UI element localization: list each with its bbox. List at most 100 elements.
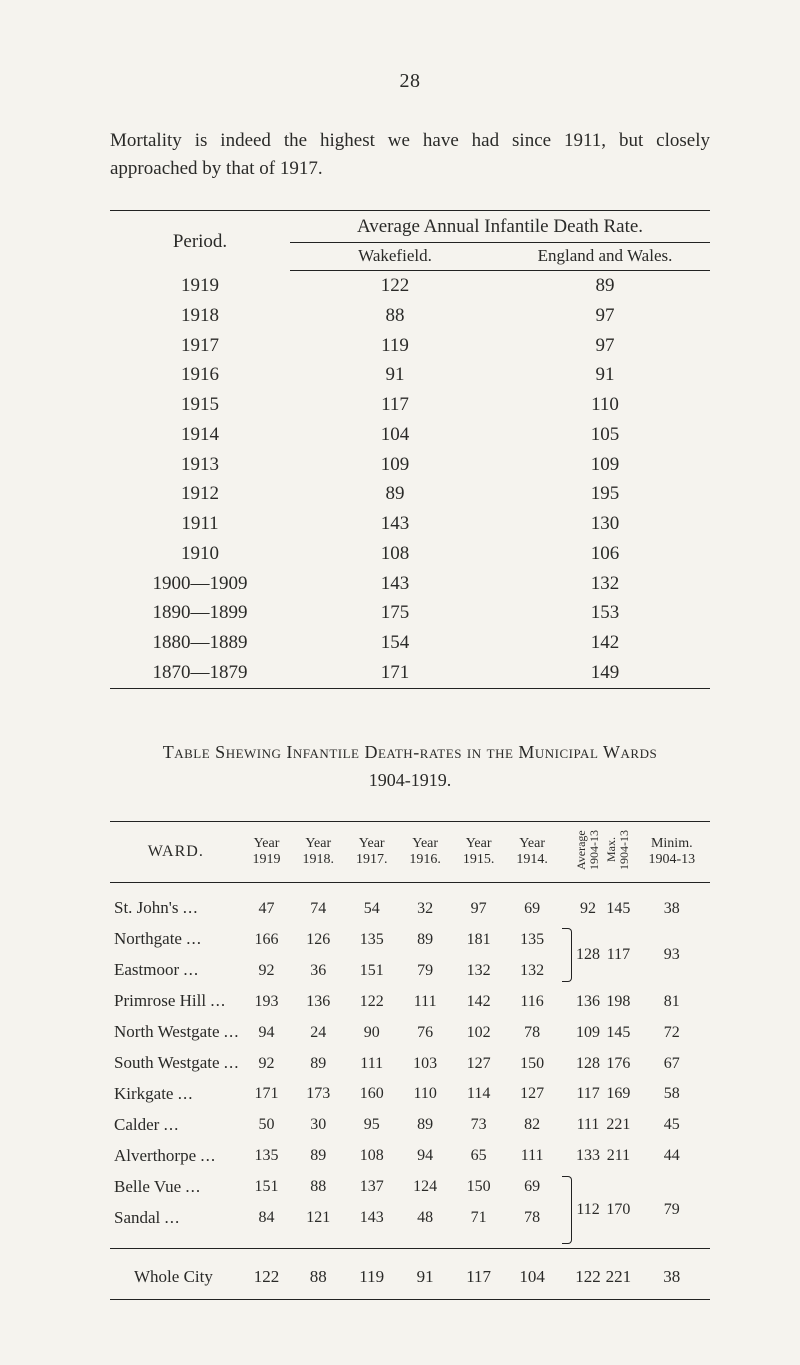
cell: 137	[345, 1172, 398, 1203]
cell-wakefield: 89	[290, 479, 500, 509]
cell: 89	[398, 1110, 451, 1141]
cell-wakefield: 154	[290, 628, 500, 658]
cell-ward: Kirkgate ...	[110, 1079, 242, 1110]
cell-wakefield: 117	[290, 390, 500, 420]
cell-period: 1918	[110, 301, 290, 331]
table-row: 191289195	[110, 479, 710, 509]
cell: 111	[345, 1048, 398, 1079]
cell-ward: Belle Vue ...	[110, 1172, 242, 1203]
table-row: 1913109109	[110, 450, 710, 480]
cell: 92	[242, 955, 292, 986]
cell: 166	[242, 924, 292, 955]
cell-england: 132	[500, 569, 710, 599]
table-row: 191912289	[110, 271, 710, 301]
cell-ward: St. John's ...	[110, 883, 242, 924]
cell-england: 142	[500, 628, 710, 658]
cell: 124	[398, 1172, 451, 1203]
spacer	[559, 1141, 573, 1172]
cell: 65	[452, 1141, 505, 1172]
brace	[559, 1172, 573, 1248]
table2-caption: Table Shewing Infantile Death-rates in t…	[110, 738, 710, 796]
table-row: North Westgate ...942490761027810914572	[110, 1017, 710, 1048]
table-row: 1870—1879171149	[110, 658, 710, 688]
cell: 104	[505, 1248, 558, 1299]
cell: 76	[398, 1017, 451, 1048]
cell: 193	[242, 986, 292, 1017]
cell: 135	[505, 924, 558, 955]
cell: 133	[573, 1141, 603, 1172]
cell: 151	[242, 1172, 292, 1203]
cell: 92	[242, 1048, 292, 1079]
mortality-table: Period. Average Annual Infantile Death R…	[110, 213, 710, 688]
cell: 72	[634, 1017, 710, 1048]
cell: 127	[452, 1048, 505, 1079]
cell-wakefield: 171	[290, 658, 500, 688]
cell: 74	[291, 883, 344, 924]
cell: 79	[634, 1172, 710, 1248]
page: 28 Mortality is indeed the highest we ha…	[0, 0, 800, 1360]
cell-england: 109	[500, 450, 710, 480]
total-label: Whole City	[110, 1248, 242, 1299]
cell: 81	[634, 986, 710, 1017]
cell: 128	[573, 924, 603, 986]
cell: 142	[452, 986, 505, 1017]
cell: 94	[398, 1141, 451, 1172]
cell: 92	[573, 883, 603, 924]
cell: 91	[398, 1248, 451, 1299]
cell: 38	[634, 1248, 710, 1299]
table-row: St. John's ...4774543297699214538	[110, 883, 710, 924]
cell-wakefield: 109	[290, 450, 500, 480]
cell-england: 97	[500, 331, 710, 361]
rule	[110, 210, 710, 211]
caption-line1: Table Shewing Infantile Death-rates in t…	[163, 742, 657, 762]
cell: 136	[573, 986, 603, 1017]
cell-period: 1900—1909	[110, 569, 290, 599]
table-row: 1911143130	[110, 509, 710, 539]
cell-wakefield: 104	[290, 420, 500, 450]
col-ward: WARD.	[110, 822, 242, 883]
col-avg-label: Average Annual Infantile Death Rate.	[290, 213, 710, 243]
cell: 24	[291, 1017, 344, 1048]
cell: 67	[634, 1048, 710, 1079]
cell: 117	[603, 924, 633, 986]
cell	[559, 1248, 573, 1299]
table-row: 19169191	[110, 360, 710, 390]
col-min: Minim. 1904-13	[634, 822, 710, 883]
cell: 32	[398, 883, 451, 924]
cell: 145	[603, 883, 633, 924]
cell: 176	[603, 1048, 633, 1079]
col-england: England and Wales.	[500, 243, 710, 271]
col-1919: Year 1919	[242, 822, 292, 883]
cell-ward: Northgate ...	[110, 924, 242, 955]
total-row: Whole City 122 88 119 91 117 104 122 221…	[110, 1248, 710, 1299]
cell: 109	[573, 1017, 603, 1048]
cell: 127	[505, 1079, 558, 1110]
cell: 90	[345, 1017, 398, 1048]
cell: 88	[291, 1172, 344, 1203]
col-avg: Average 1904-13	[573, 822, 603, 883]
cell: 143	[345, 1203, 398, 1248]
cell: 111	[573, 1110, 603, 1141]
cell-england: 110	[500, 390, 710, 420]
cell: 121	[291, 1203, 344, 1248]
cell: 116	[505, 986, 558, 1017]
spacer	[559, 1017, 573, 1048]
col-1915: Year 1915.	[452, 822, 505, 883]
cell: 108	[345, 1141, 398, 1172]
cell: 211	[603, 1141, 633, 1172]
table-row: Alverthorpe ...13589108946511113321144	[110, 1141, 710, 1172]
cell: 79	[398, 955, 451, 986]
cell-england: 97	[500, 301, 710, 331]
spacer	[559, 883, 573, 924]
cell-period: 1890—1899	[110, 598, 290, 628]
cell: 97	[452, 883, 505, 924]
cell-ward: Alverthorpe ...	[110, 1141, 242, 1172]
cell-period: 1913	[110, 450, 290, 480]
cell-wakefield: 175	[290, 598, 500, 628]
table-row: Belle Vue ...151881371241506911217079	[110, 1172, 710, 1203]
cell: 150	[452, 1172, 505, 1203]
cell-wakefield: 91	[290, 360, 500, 390]
cell: 111	[398, 986, 451, 1017]
cell: 126	[291, 924, 344, 955]
cell: 110	[398, 1079, 451, 1110]
